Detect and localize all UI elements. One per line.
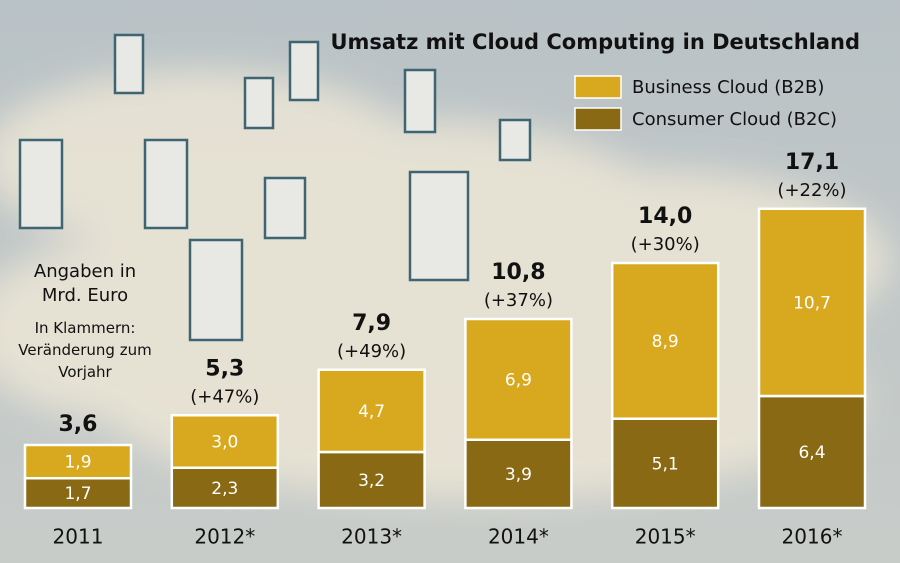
annotation: In Klammern: Veränderung zum Vorjahr	[18, 319, 151, 381]
change-label: (+49%)	[337, 341, 406, 362]
annotation: Angaben in Mrd. Euro	[34, 261, 136, 306]
bar	[170, 466, 280, 510]
change-label: (+47%)	[190, 386, 259, 407]
value-label: 8,9	[652, 332, 679, 352]
change-label: (+30%)	[631, 234, 700, 255]
value-label: 10,7	[793, 293, 831, 313]
x-tick-label: 2013*	[341, 525, 402, 549]
chart-title: Umsatz mit Cloud Computing in Deutschlan…	[330, 30, 860, 54]
bar	[464, 438, 573, 510]
value-label: 5,1	[652, 454, 679, 474]
legend-label: Consumer Cloud (B2C)	[632, 109, 837, 130]
bar	[464, 317, 573, 441]
x-tick-label: 2014*	[488, 525, 549, 549]
value-label: 1,7	[64, 484, 91, 504]
change-label: (+37%)	[484, 290, 553, 311]
x-tick-label: 2011	[53, 525, 104, 549]
value-label: 2,3	[211, 479, 238, 499]
legend-label: Business Cloud (B2B)	[632, 77, 824, 98]
bar	[757, 394, 867, 510]
x-tick-label: 2015*	[635, 525, 696, 549]
total-label: 7,9	[352, 311, 391, 336]
bar	[23, 443, 133, 480]
bar	[610, 261, 720, 420]
value-label: 3,0	[211, 433, 238, 453]
bar	[170, 414, 280, 469]
bar	[757, 207, 867, 398]
value-label: 6,9	[505, 370, 532, 390]
bar	[23, 477, 133, 510]
bar	[317, 368, 426, 454]
value-label: 6,4	[798, 443, 825, 463]
total-label: 3,6	[59, 412, 98, 437]
total-label: 5,3	[205, 356, 244, 381]
legend-swatch	[574, 107, 622, 131]
value-label: 3,9	[505, 465, 532, 485]
value-label: 4,7	[358, 402, 385, 422]
value-label: 1,9	[64, 453, 91, 473]
total-label: 17,1	[785, 150, 839, 175]
x-tick-label: 2012*	[194, 525, 255, 549]
legend-swatch	[574, 75, 622, 99]
total-label: 14,0	[638, 204, 692, 229]
total-label: 10,8	[491, 260, 545, 285]
change-label: (+22%)	[777, 180, 846, 201]
value-label: 3,2	[358, 471, 385, 491]
server-icons	[18, 33, 532, 342]
x-tick-label: 2016*	[782, 525, 843, 549]
